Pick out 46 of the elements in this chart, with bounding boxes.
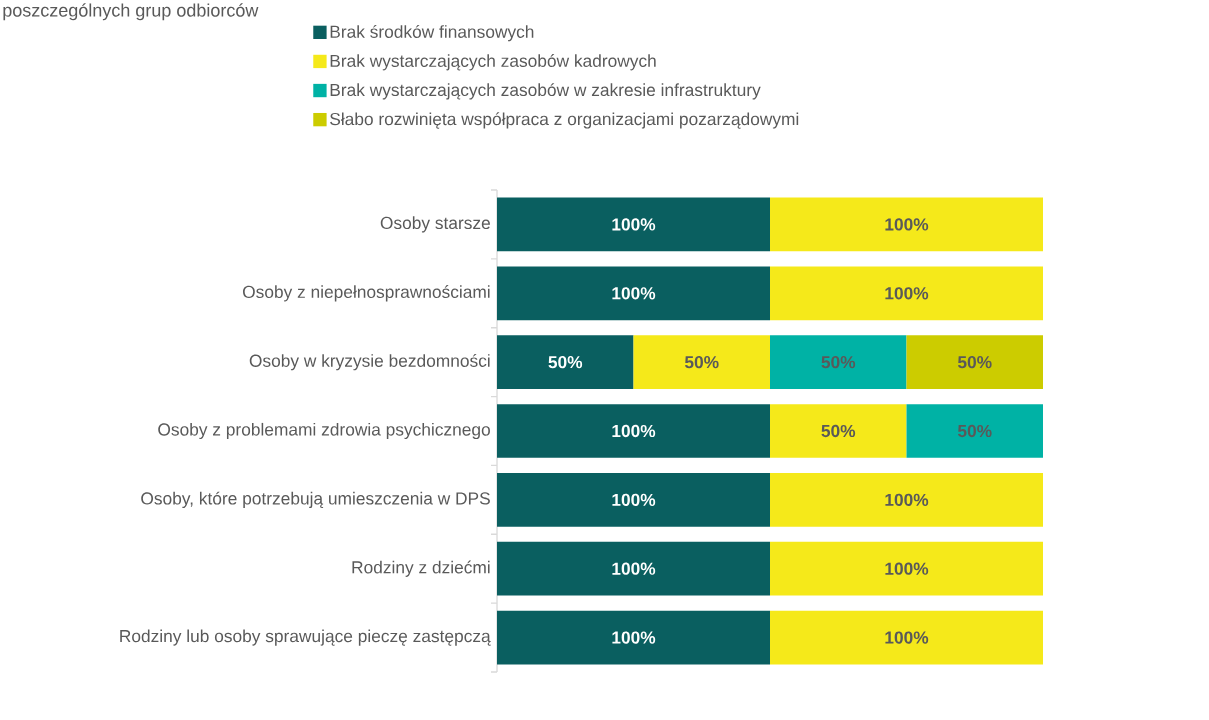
bar — [770, 404, 907, 458]
y-tick-label: Osoby, które potrzebują umieszczenia w DPS — [141, 491, 490, 509]
data-label: 50% — [957, 424, 992, 438]
bar — [906, 404, 1043, 458]
bar — [633, 335, 770, 389]
data-label: 100% — [612, 424, 656, 438]
bar — [497, 404, 770, 458]
data-label: 50% — [821, 356, 856, 369]
bar — [770, 266, 1043, 321]
data-label: 100% — [612, 287, 656, 300]
data-label: 50% — [957, 356, 992, 369]
bar — [906, 335, 1043, 389]
bar — [497, 197, 770, 252]
legend-label: Słabo rozwinięta współpraca z organizacjami pozarządowymi — [330, 112, 799, 129]
y-tick-label: Rodziny lub osoby sprawujące pieczę zastępczą — [120, 629, 491, 646]
bar — [497, 335, 634, 389]
data-label: 50% — [821, 424, 856, 438]
data-label: 100% — [612, 631, 656, 644]
bar — [770, 610, 1043, 665]
bar — [770, 541, 1043, 596]
data-label: 100% — [612, 218, 656, 231]
bar — [770, 335, 907, 389]
data-label: 100% — [885, 562, 929, 575]
y-tick-label: Osoby starsze — [380, 216, 490, 233]
legend-label: Brak wystarczających zasobów kadrowych — [330, 54, 656, 71]
data-label: 50% — [548, 356, 583, 369]
data-label: 100% — [612, 493, 656, 506]
data-label: 100% — [885, 218, 929, 231]
bar — [497, 266, 770, 321]
data-label: 100% — [885, 287, 929, 300]
bar — [770, 473, 1043, 527]
bar — [497, 541, 770, 596]
data-label: 100% — [885, 493, 929, 506]
bar — [497, 473, 770, 527]
data-label: 100% — [885, 631, 929, 644]
y-tick-label: Osoby z problemami zdrowia psychicznego — [158, 422, 490, 440]
y-tick-label: Rodziny z dziećmi — [352, 560, 490, 577]
bar — [770, 197, 1043, 252]
y-tick-label: Osoby w kryzysie bezdomności — [249, 353, 490, 371]
y-tick-label: Osoby z niepełnosprawnościami — [242, 285, 490, 302]
data-label: 50% — [684, 356, 719, 369]
bar — [497, 610, 770, 665]
legend-label: Brak środków finansowych — [330, 24, 534, 42]
text: poszczególnych grup odbiorców — [3, 3, 259, 21]
data-label: 100% — [612, 562, 656, 575]
legend-label: Brak wystarczających zasobów w zakresie infrastruktury — [330, 83, 761, 100]
